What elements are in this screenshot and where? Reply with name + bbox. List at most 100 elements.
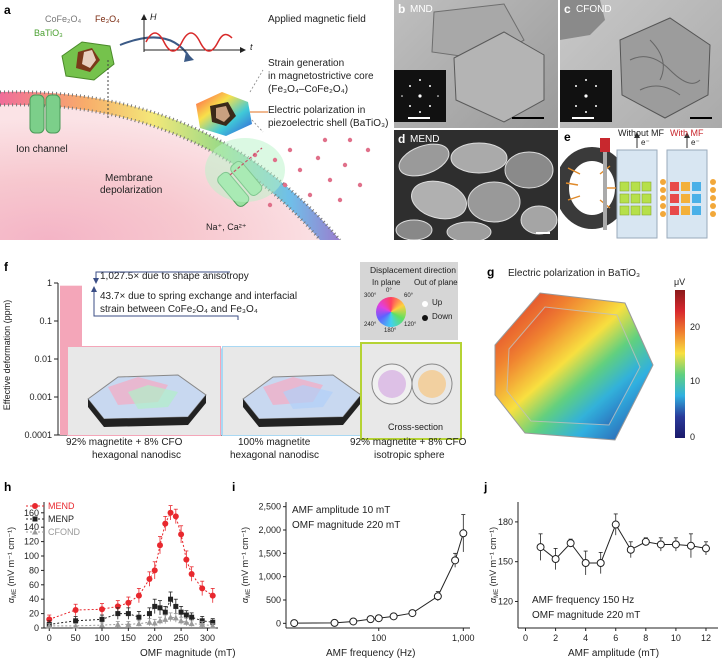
j-plot-point — [536, 543, 545, 552]
panel-label-d: d — [398, 132, 406, 146]
h-plot-point — [136, 614, 142, 620]
nanodisc-image-magnetite — [222, 346, 374, 436]
label-coil: Coil — [580, 190, 594, 199]
h-plot-xtick-label: 50 — [71, 633, 81, 643]
panel-label-a: a — [4, 3, 11, 17]
j-plot-xtick-label: 0 — [523, 633, 528, 643]
i-plot-ylabel-alpha: α — [240, 597, 250, 603]
label-strain-2: in magnetostrictive core — [268, 71, 374, 82]
j-plot-point — [581, 559, 590, 568]
color-wheel — [376, 297, 406, 327]
annotation-arrows — [91, 271, 239, 320]
h-plot-point — [210, 619, 216, 625]
label-strain-1: Strain generation — [268, 58, 345, 69]
i-plot-point — [408, 609, 417, 618]
polarization-map — [494, 292, 654, 441]
h-plot-point — [151, 567, 158, 574]
j-plot-ytick-label: 150 — [498, 557, 513, 567]
cat-1-line-1: 92% magnetite + 8% CFO — [66, 437, 183, 448]
h-plot-point — [146, 576, 153, 583]
j-plot-point — [641, 537, 650, 546]
panel-label-b: b — [398, 2, 406, 16]
i-plot-point — [451, 556, 460, 565]
h-plot-point — [125, 621, 132, 627]
cat-3-line-2: isotropic sphere — [374, 450, 445, 461]
h-plot-point — [183, 619, 190, 625]
chart-f-ytick-label: 0.1 — [39, 316, 52, 326]
j-plot-ylabel-unit: (mV m⁻¹ cm⁻¹) — [488, 527, 498, 589]
label-polarization-1: Electric polarization in — [268, 105, 366, 116]
i-plot-ytick-label: 0 — [276, 618, 281, 628]
label-polarization-2: piezoelectric shell (BaTiO₃) — [268, 118, 389, 129]
i-plot-ylabel-unit: (mV m⁻¹ cm⁻¹) — [240, 527, 250, 589]
h-plot-xtick-label: 150 — [121, 633, 136, 643]
h-plot-point — [189, 614, 195, 620]
scalebar-b-inset — [408, 117, 430, 119]
panel-label-f: f — [4, 260, 8, 274]
h-plot-point — [157, 617, 163, 624]
colorbar-tick-20: 20 — [690, 322, 701, 332]
h-legend-marker — [32, 529, 38, 535]
h-plot-point — [178, 531, 185, 538]
j-plot-point — [596, 559, 605, 568]
h-plot-point — [125, 611, 131, 617]
j-plot-point — [701, 544, 710, 553]
h-plot-point — [125, 599, 132, 606]
h-plot-point — [162, 609, 168, 615]
h-plot-point — [209, 622, 216, 629]
h-plot-xtick-label: 250 — [174, 633, 189, 643]
chart-f-ytick-label: 0.001 — [29, 392, 52, 402]
label-electron-1: e⁻ — [641, 138, 650, 147]
j-plot-ylabel-alpha: α — [488, 597, 498, 603]
i-plot-ylabel-sub: ME — [246, 589, 252, 598]
h-plot-point — [99, 606, 105, 613]
h-plot-point — [157, 605, 163, 611]
i-plot-point — [349, 617, 358, 626]
label-with-mf: With MF — [670, 128, 704, 138]
h-plot-ytick-label: 100 — [24, 551, 39, 561]
deg-0: 0° — [386, 288, 392, 294]
deg-240: 240° — [364, 322, 377, 328]
nanodisc-image-cfo — [67, 346, 221, 436]
h-plot-point — [209, 592, 216, 599]
h-plot-point — [135, 592, 142, 599]
h-plot-xtick-label: 0 — [47, 633, 52, 643]
label-cofe2o4: CoFe₂O₄ — [45, 14, 82, 24]
chart-j: 120 150 180 0 2 4 6 8 10 12 αME (mV m⁻¹ cm⁻¹) — [488, 502, 718, 643]
displacement-legend — [360, 262, 458, 340]
deg-60: 60° — [404, 293, 414, 299]
chart-f-ytick-label: 0.01 — [34, 354, 52, 364]
j-plot-ytick-label: 180 — [498, 517, 513, 527]
j-plot-xtick-label: 10 — [671, 633, 681, 643]
i-plot-ytick-label: 2,500 — [258, 502, 281, 512]
h-plot-point — [178, 617, 185, 624]
h-plot-xtick-label: 300 — [200, 633, 215, 643]
j-plot-xtick-label: 8 — [643, 633, 648, 643]
label-mnd: MND — [410, 4, 433, 15]
h-plot-ytick-label: 140 — [24, 522, 39, 532]
panel-g-title: Electric polarization in BaTiO₃ — [508, 268, 641, 279]
chart-f-ytick-label: 1 — [47, 278, 52, 288]
h-plot-point — [167, 509, 174, 516]
h-plot-point — [199, 585, 206, 592]
j-plot-xtick-label: 4 — [583, 633, 588, 643]
panel-label-c: c — [564, 2, 571, 16]
j-plot-point — [656, 540, 665, 549]
h-plot-point — [152, 603, 158, 609]
label-fe3o4: Fe₃O₄ — [95, 14, 120, 24]
j-plot-ytick-label: 120 — [498, 596, 513, 606]
h-plot-point — [172, 513, 179, 520]
colorbar-tick-10: 10 — [690, 376, 701, 386]
j-plot-point — [611, 520, 620, 529]
h-plot-ytick-label: 160 — [24, 508, 39, 518]
j-plot-point — [566, 539, 575, 548]
h-plot-point — [183, 556, 190, 563]
chart-j-xlabel: AMF amplitude (mT) — [568, 648, 660, 659]
legend-title: Displacement direction — [370, 265, 456, 275]
h-plot-point — [114, 621, 121, 627]
panel-e-illustration — [560, 132, 716, 239]
h-plot-ylabel-unit: (mV m⁻¹ cm⁻¹) — [6, 527, 16, 589]
h-legend-label: MEND — [48, 501, 75, 511]
deg-300: 300° — [364, 293, 377, 299]
chart-h-xlabel: OMF magnitude (mT) — [140, 648, 236, 659]
